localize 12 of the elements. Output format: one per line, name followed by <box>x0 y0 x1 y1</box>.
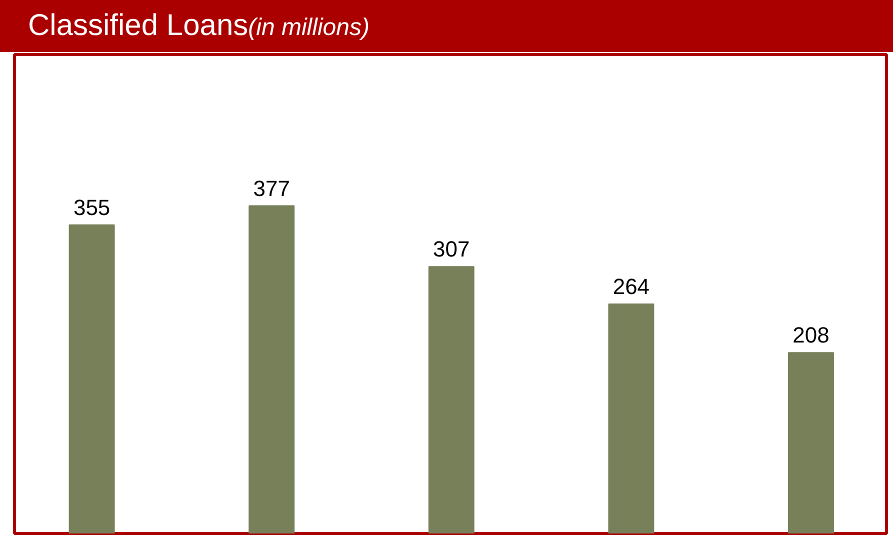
data-label: 208 <box>792 322 830 348</box>
chart-subtitle: (in millions) <box>248 14 370 41</box>
chart-title: Classified Loans <box>28 8 248 42</box>
bar <box>68 224 115 534</box>
bar <box>428 266 474 534</box>
data-label: 264 <box>612 274 650 299</box>
bar <box>248 205 295 534</box>
data-label: 377 <box>253 176 290 201</box>
bar <box>608 303 654 534</box>
data-label: 307 <box>433 236 470 262</box>
data-label: 355 <box>73 194 110 220</box>
bar <box>788 352 834 534</box>
